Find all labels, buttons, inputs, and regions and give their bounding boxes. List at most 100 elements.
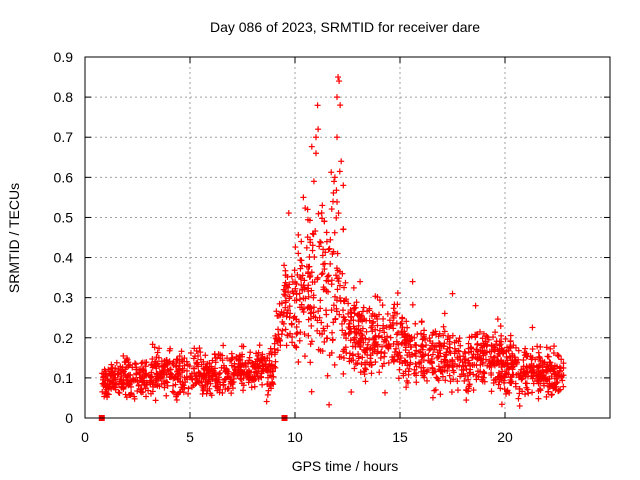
- data-point: [309, 242, 316, 249]
- data-point: [327, 236, 334, 243]
- data-point: [336, 354, 343, 361]
- data-point: [329, 329, 336, 336]
- data-point: [496, 378, 503, 385]
- data-point: [337, 102, 344, 109]
- data-point: [503, 353, 510, 360]
- data-point: [155, 354, 162, 361]
- data-point: [522, 391, 529, 398]
- data-point: [461, 348, 468, 355]
- data-point: [353, 299, 360, 306]
- data-point: [341, 284, 348, 291]
- data-point: [357, 344, 364, 351]
- data-point: [104, 377, 111, 384]
- data-point: [537, 371, 544, 378]
- data-point: [275, 326, 282, 333]
- data-point: [319, 215, 326, 222]
- data-point: [115, 380, 122, 387]
- data-point: [313, 134, 319, 141]
- data-point: [512, 380, 519, 387]
- data-point: [322, 249, 329, 256]
- data-point: [156, 363, 163, 370]
- data-point: [354, 312, 361, 319]
- data-point: [453, 348, 460, 355]
- data-point: [440, 332, 447, 339]
- data-point: [394, 356, 401, 363]
- data-point: [530, 362, 537, 369]
- data-point: [498, 401, 505, 408]
- data-point: [305, 332, 312, 339]
- data-point: [199, 390, 206, 397]
- data-point: [456, 362, 463, 369]
- data-point: [551, 381, 558, 388]
- data-point: [507, 343, 514, 350]
- data-point: [363, 328, 370, 335]
- data-point: [349, 352, 356, 359]
- data-point: [371, 342, 378, 349]
- data-point: [535, 395, 542, 402]
- data-point: [545, 353, 552, 360]
- data-point: [242, 359, 249, 366]
- data-point: [345, 331, 352, 338]
- y-tick-label: 0.3: [54, 290, 74, 306]
- data-point: [348, 309, 355, 316]
- data-point: [441, 328, 448, 335]
- data-point: [181, 355, 188, 362]
- data-point: [321, 266, 328, 273]
- data-point: [160, 377, 167, 384]
- data-point: [334, 134, 340, 141]
- data-point: [239, 380, 246, 387]
- data-point: [308, 322, 315, 329]
- data-point: [256, 342, 263, 349]
- data-point: [402, 344, 409, 351]
- data-point: [152, 397, 159, 404]
- data-point: [536, 353, 543, 360]
- data-point: [124, 377, 131, 384]
- data-point: [271, 351, 278, 358]
- data-point: [196, 379, 203, 386]
- data-point: [306, 263, 313, 270]
- data-point: [343, 335, 350, 342]
- data-point: [493, 341, 500, 348]
- data-point: [501, 361, 508, 368]
- data-point: [372, 359, 379, 366]
- data-point: [456, 335, 463, 342]
- data-point: [169, 371, 176, 378]
- data-point: [546, 375, 553, 382]
- data-point: [466, 334, 473, 341]
- data-point: [432, 328, 439, 335]
- data-point: [149, 341, 156, 348]
- data-point: [282, 326, 289, 333]
- data-point: [454, 378, 461, 385]
- data-point: [503, 366, 510, 373]
- data-point: [127, 392, 134, 399]
- data-point: [335, 74, 342, 81]
- data-point: [494, 316, 501, 323]
- data-point: [339, 327, 346, 334]
- data-point: [146, 372, 153, 379]
- data-point: [530, 380, 537, 387]
- data-point: [293, 323, 300, 330]
- data-point: [212, 371, 219, 378]
- data-point: [529, 375, 536, 382]
- data-point: [187, 349, 194, 356]
- data-point: [449, 290, 456, 297]
- data-point: [188, 384, 195, 391]
- data-point: [255, 349, 262, 356]
- data-point: [394, 290, 401, 297]
- data-point: [507, 354, 514, 361]
- data-point: [314, 102, 321, 109]
- data-point: [136, 367, 143, 374]
- data-point: [348, 357, 355, 364]
- data-point: [282, 299, 289, 306]
- data-point: [333, 187, 340, 194]
- data-point: [263, 398, 270, 405]
- data-point: [135, 382, 142, 389]
- data-point: [345, 310, 352, 317]
- data-point: [175, 390, 182, 397]
- data-point: [119, 379, 126, 386]
- data-point: [417, 330, 424, 337]
- data-point: [106, 370, 113, 377]
- data-point: [499, 368, 506, 375]
- data-point: [405, 371, 412, 378]
- data-point: [420, 357, 427, 364]
